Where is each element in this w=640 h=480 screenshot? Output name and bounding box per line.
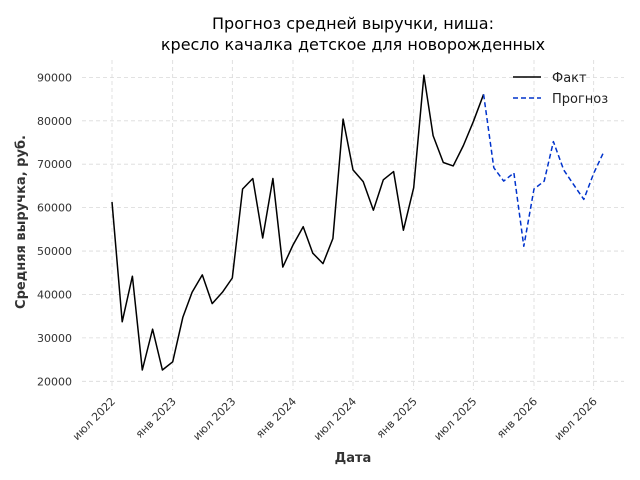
x-tick-label: июл 2024 bbox=[311, 395, 359, 443]
axis-ticks: 20000 30000 40000 50000 60000 70000 80000 90000… bbox=[37, 71, 600, 443]
y-tick-label: 90000 bbox=[37, 71, 72, 84]
y-axis-label: Средняя выручка, руб. bbox=[14, 135, 29, 309]
x-tick-label: янв 2026 bbox=[494, 395, 540, 441]
y-tick-label: 20000 bbox=[37, 375, 72, 388]
y-tick-label: 80000 bbox=[37, 115, 72, 128]
legend: Факт Прогноз bbox=[513, 71, 608, 107]
legend-label-forecast: Прогноз bbox=[552, 92, 608, 107]
x-tick-label: янв 2023 bbox=[133, 395, 179, 441]
series-lines bbox=[111, 74, 605, 371]
x-tick-label: янв 2025 bbox=[374, 395, 420, 441]
x-tick-label: июл 2026 bbox=[552, 395, 600, 443]
series-line-fact bbox=[111, 74, 485, 371]
legend-label-fact: Факт bbox=[552, 71, 587, 86]
series-line-forecast bbox=[482, 94, 605, 248]
x-tick-label: июл 2025 bbox=[431, 395, 479, 443]
grid bbox=[82, 60, 624, 390]
chart-title-line-1: Прогноз средней выручки, ниша: bbox=[212, 14, 494, 33]
x-tick-label: июл 2023 bbox=[190, 395, 238, 443]
x-axis-label: Дата bbox=[335, 451, 372, 466]
y-tick-label: 70000 bbox=[37, 158, 72, 171]
y-tick-label: 60000 bbox=[37, 202, 72, 215]
x-tick-label: июл 2022 bbox=[70, 395, 118, 443]
chart-title-line-2: кресло качалка детское для новорожденных bbox=[161, 35, 545, 54]
y-tick-label: 30000 bbox=[37, 332, 72, 345]
x-tick-label: янв 2024 bbox=[253, 395, 299, 441]
y-tick-label: 50000 bbox=[37, 245, 72, 258]
y-tick-label: 40000 bbox=[37, 288, 72, 301]
